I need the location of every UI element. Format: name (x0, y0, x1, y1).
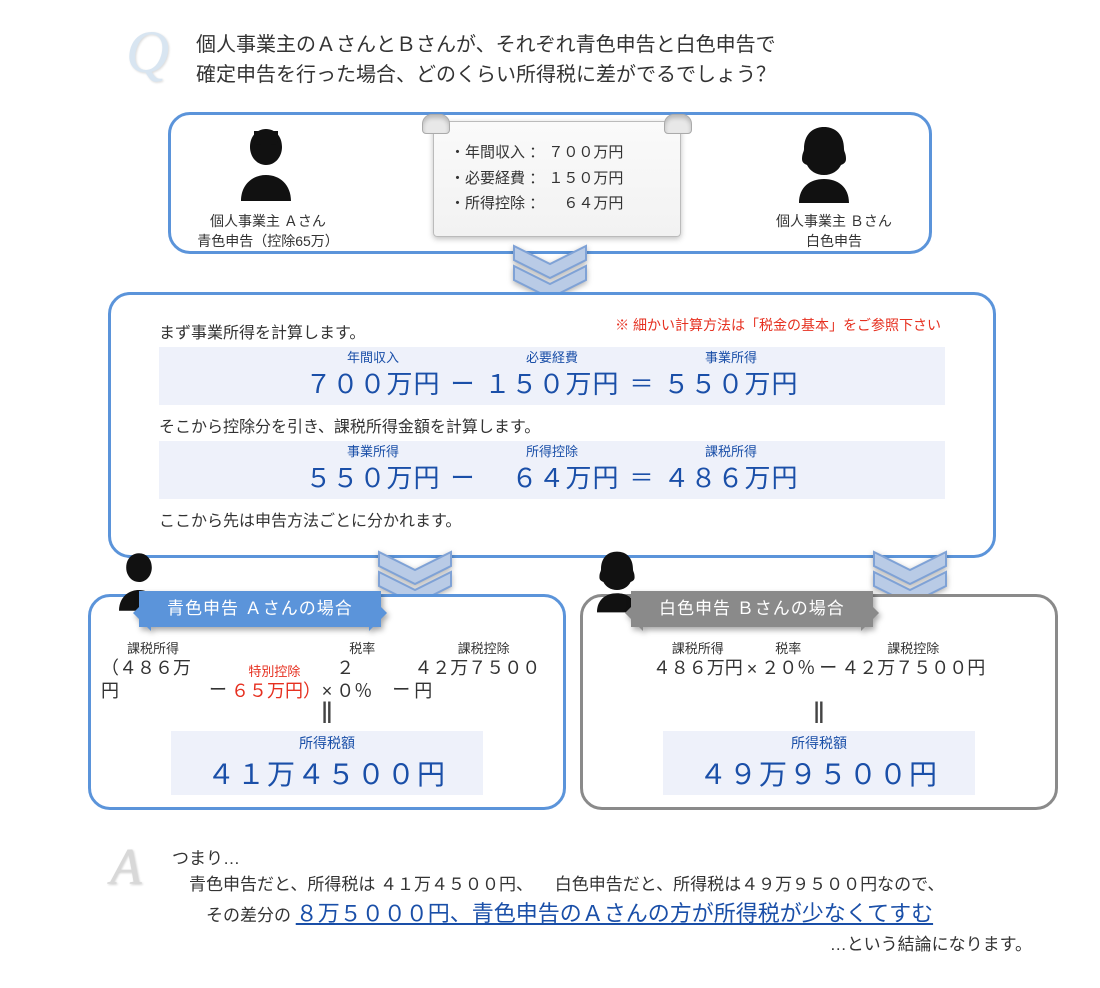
box-b-result-lbl: 所得税額 (791, 733, 847, 753)
eq1-a-val: ７００万円 (305, 364, 440, 401)
box-a-formula: 課税所得（４８６万円 ー 特別控除６５万円） × 税率２０％ ー 課税控除４２万… (101, 641, 553, 702)
calc-note: ※ 細かい計算方法は「税金の基本」をご参照下さい (615, 315, 941, 335)
person-a-name: 個人事業主 Ａさん (210, 213, 326, 229)
person-b-sub: 白色申告 (806, 233, 862, 249)
scroll-row-1: 必要経費 ： １５０万円 (450, 166, 668, 192)
person-a-label: 個人事業主 Ａさん 青色申告（控除65万） (163, 211, 373, 252)
eq2-op2: ＝ (630, 458, 654, 495)
box-b-formula: 課税所得４８６万円 × 税率２０％ ー 課税控除４２万７５００円 (593, 641, 1045, 680)
fb-c3t: 課税控除 (887, 641, 939, 657)
a-mark-icon: A (110, 838, 142, 897)
eq1-c-val: ５５０万円 (664, 364, 799, 401)
question-line1: 個人事業主のＡさんとＢさんが、それぞれ青色申告と白色申告で (196, 34, 776, 56)
eq2-op1: ー (450, 458, 474, 495)
box-b-ribbon: 白色申告 Ｂさんの場合 (631, 591, 873, 627)
fa-c3b: ２０％ (336, 657, 388, 702)
calc-eqn1: 年間収入７００万円 ー 必要経費１５０万円 ＝ 事業所得５５０万円 (159, 347, 945, 405)
scroll-k1: 必要経費 (465, 170, 525, 187)
fa-c1t: 課税所得 (127, 641, 179, 657)
eq1-op2: ＝ (630, 364, 654, 401)
person-b-name: 個人事業主 Ｂさん (776, 213, 892, 229)
ans-l2a: その差分の (172, 906, 296, 925)
fb-c3b: ４２万７５００円 (841, 657, 985, 680)
box-a-result: 所得税額 ４１万４５００円 (171, 731, 483, 795)
ans-l1b: 白色申告だと、所得税は４９万９５００円なので、 (538, 875, 945, 894)
fb-c1b: ４８６万円 (653, 657, 743, 680)
fb-c2b: ２０％ (761, 657, 815, 680)
person-a-avatar-icon (231, 125, 301, 205)
fa-c4b: ４２万７５００円 (414, 657, 553, 702)
eq2-a-val: ５５０万円 (305, 458, 440, 495)
scroll-v2: ６４万円 (548, 195, 623, 212)
ans-em: ８万５０００円、青色申告のＡさんの方が所得税が少なくてすむ (296, 901, 933, 926)
calc-eqn2: 事業所得５５０万円 ー 所得控除 ６４万円 ＝ 課税所得４８６万円 (159, 441, 945, 499)
scroll-v0: ７００万円 (548, 144, 623, 161)
scroll-k0: 年間収入 (465, 144, 525, 161)
box-a-ribbon: 青色申告 Ａさんの場合 (139, 591, 381, 627)
ans-l1a: 青色申告だと、所得税は ４１万４５００円、 (172, 875, 533, 894)
question-text: 個人事業主のＡさんとＢさんが、それぞれ青色申告と白色申告で 確定申告を行った場合… (196, 30, 956, 90)
scroll-v1: １５０万円 (548, 170, 623, 187)
ans-lead: つまり… (172, 849, 240, 868)
calc-step2: そこから控除分を引き、課税所得金額を計算します。 (159, 413, 945, 437)
blue-return-box: 青色申告 Ａさんの場合 課税所得（４８６万円 ー 特別控除６５万円） × 税率２… (88, 594, 566, 810)
q-mark-icon: Q (126, 18, 169, 87)
scroll-k2: 所得控除 (465, 195, 525, 212)
box-a-result-val: ４１万４５００円 (207, 753, 447, 793)
fb-c1t: 課税所得 (672, 641, 724, 657)
box-b-result-val: ４９万９５００円 (699, 753, 939, 793)
fa-c3t: 税率 (349, 641, 375, 657)
person-b-label: 個人事業主 Ｂさん 白色申告 (729, 211, 939, 252)
answer-text: つまり… 青色申告だと、所得税は ４１万４５００円、 白色申告だと、所得税は４９… (172, 846, 1032, 958)
eq1-b-val: １５０万円 (484, 364, 619, 401)
eq2-c-val: ４８６万円 (664, 458, 799, 495)
person-b-avatar-icon (789, 125, 859, 205)
white-return-box: 白色申告 Ｂさんの場合 課税所得４８６万円 × 税率２０％ ー 課税控除４２万７… (580, 594, 1058, 810)
question-line2: 確定申告を行った場合、どのくらい所得税に差がでるでしょう？ (196, 64, 776, 86)
scroll-row-0: 年間収入 ： ７００万円 (450, 140, 668, 166)
eq1-op1: ー (450, 364, 474, 401)
calc-step3: ここから先は申告方法ごとに分かれます。 (159, 507, 945, 531)
box-b-equals: ‖ (583, 697, 1055, 731)
box-b-result: 所得税額 ４９万９５００円 (663, 731, 975, 795)
eq2-b-val: ６４万円 (484, 458, 619, 495)
calculation-box: まず事業所得を計算します。 ※ 細かい計算方法は「税金の基本」をご参照下さい 年… (108, 292, 996, 558)
person-a-sub: 青色申告（控除65万） (197, 233, 339, 249)
ans-tail: …という結論になります。 (172, 932, 1032, 958)
fa-c4t: 課税控除 (458, 641, 510, 657)
box-a-result-lbl: 所得税額 (299, 733, 355, 753)
persons-box: 個人事業主 Ａさん 青色申告（控除65万） 個人事業主 Ｂさん 白色申告 年間収… (168, 112, 932, 254)
fa-c2t: 特別控除 (248, 664, 300, 680)
fb-op2: ー (819, 654, 837, 680)
scroll-row-2: 所得控除 ： ６４万円 (450, 191, 668, 217)
assumptions-scroll: 年間収入 ： ７００万円 必要経費 ： １５０万円 所得控除 ： ６４万円 (433, 121, 681, 237)
fa-c1b: （４８６万円 (101, 657, 205, 702)
box-a-equals: ‖ (91, 697, 563, 731)
fb-c2t: 税率 (775, 641, 801, 657)
fb-op1: × (747, 659, 758, 680)
